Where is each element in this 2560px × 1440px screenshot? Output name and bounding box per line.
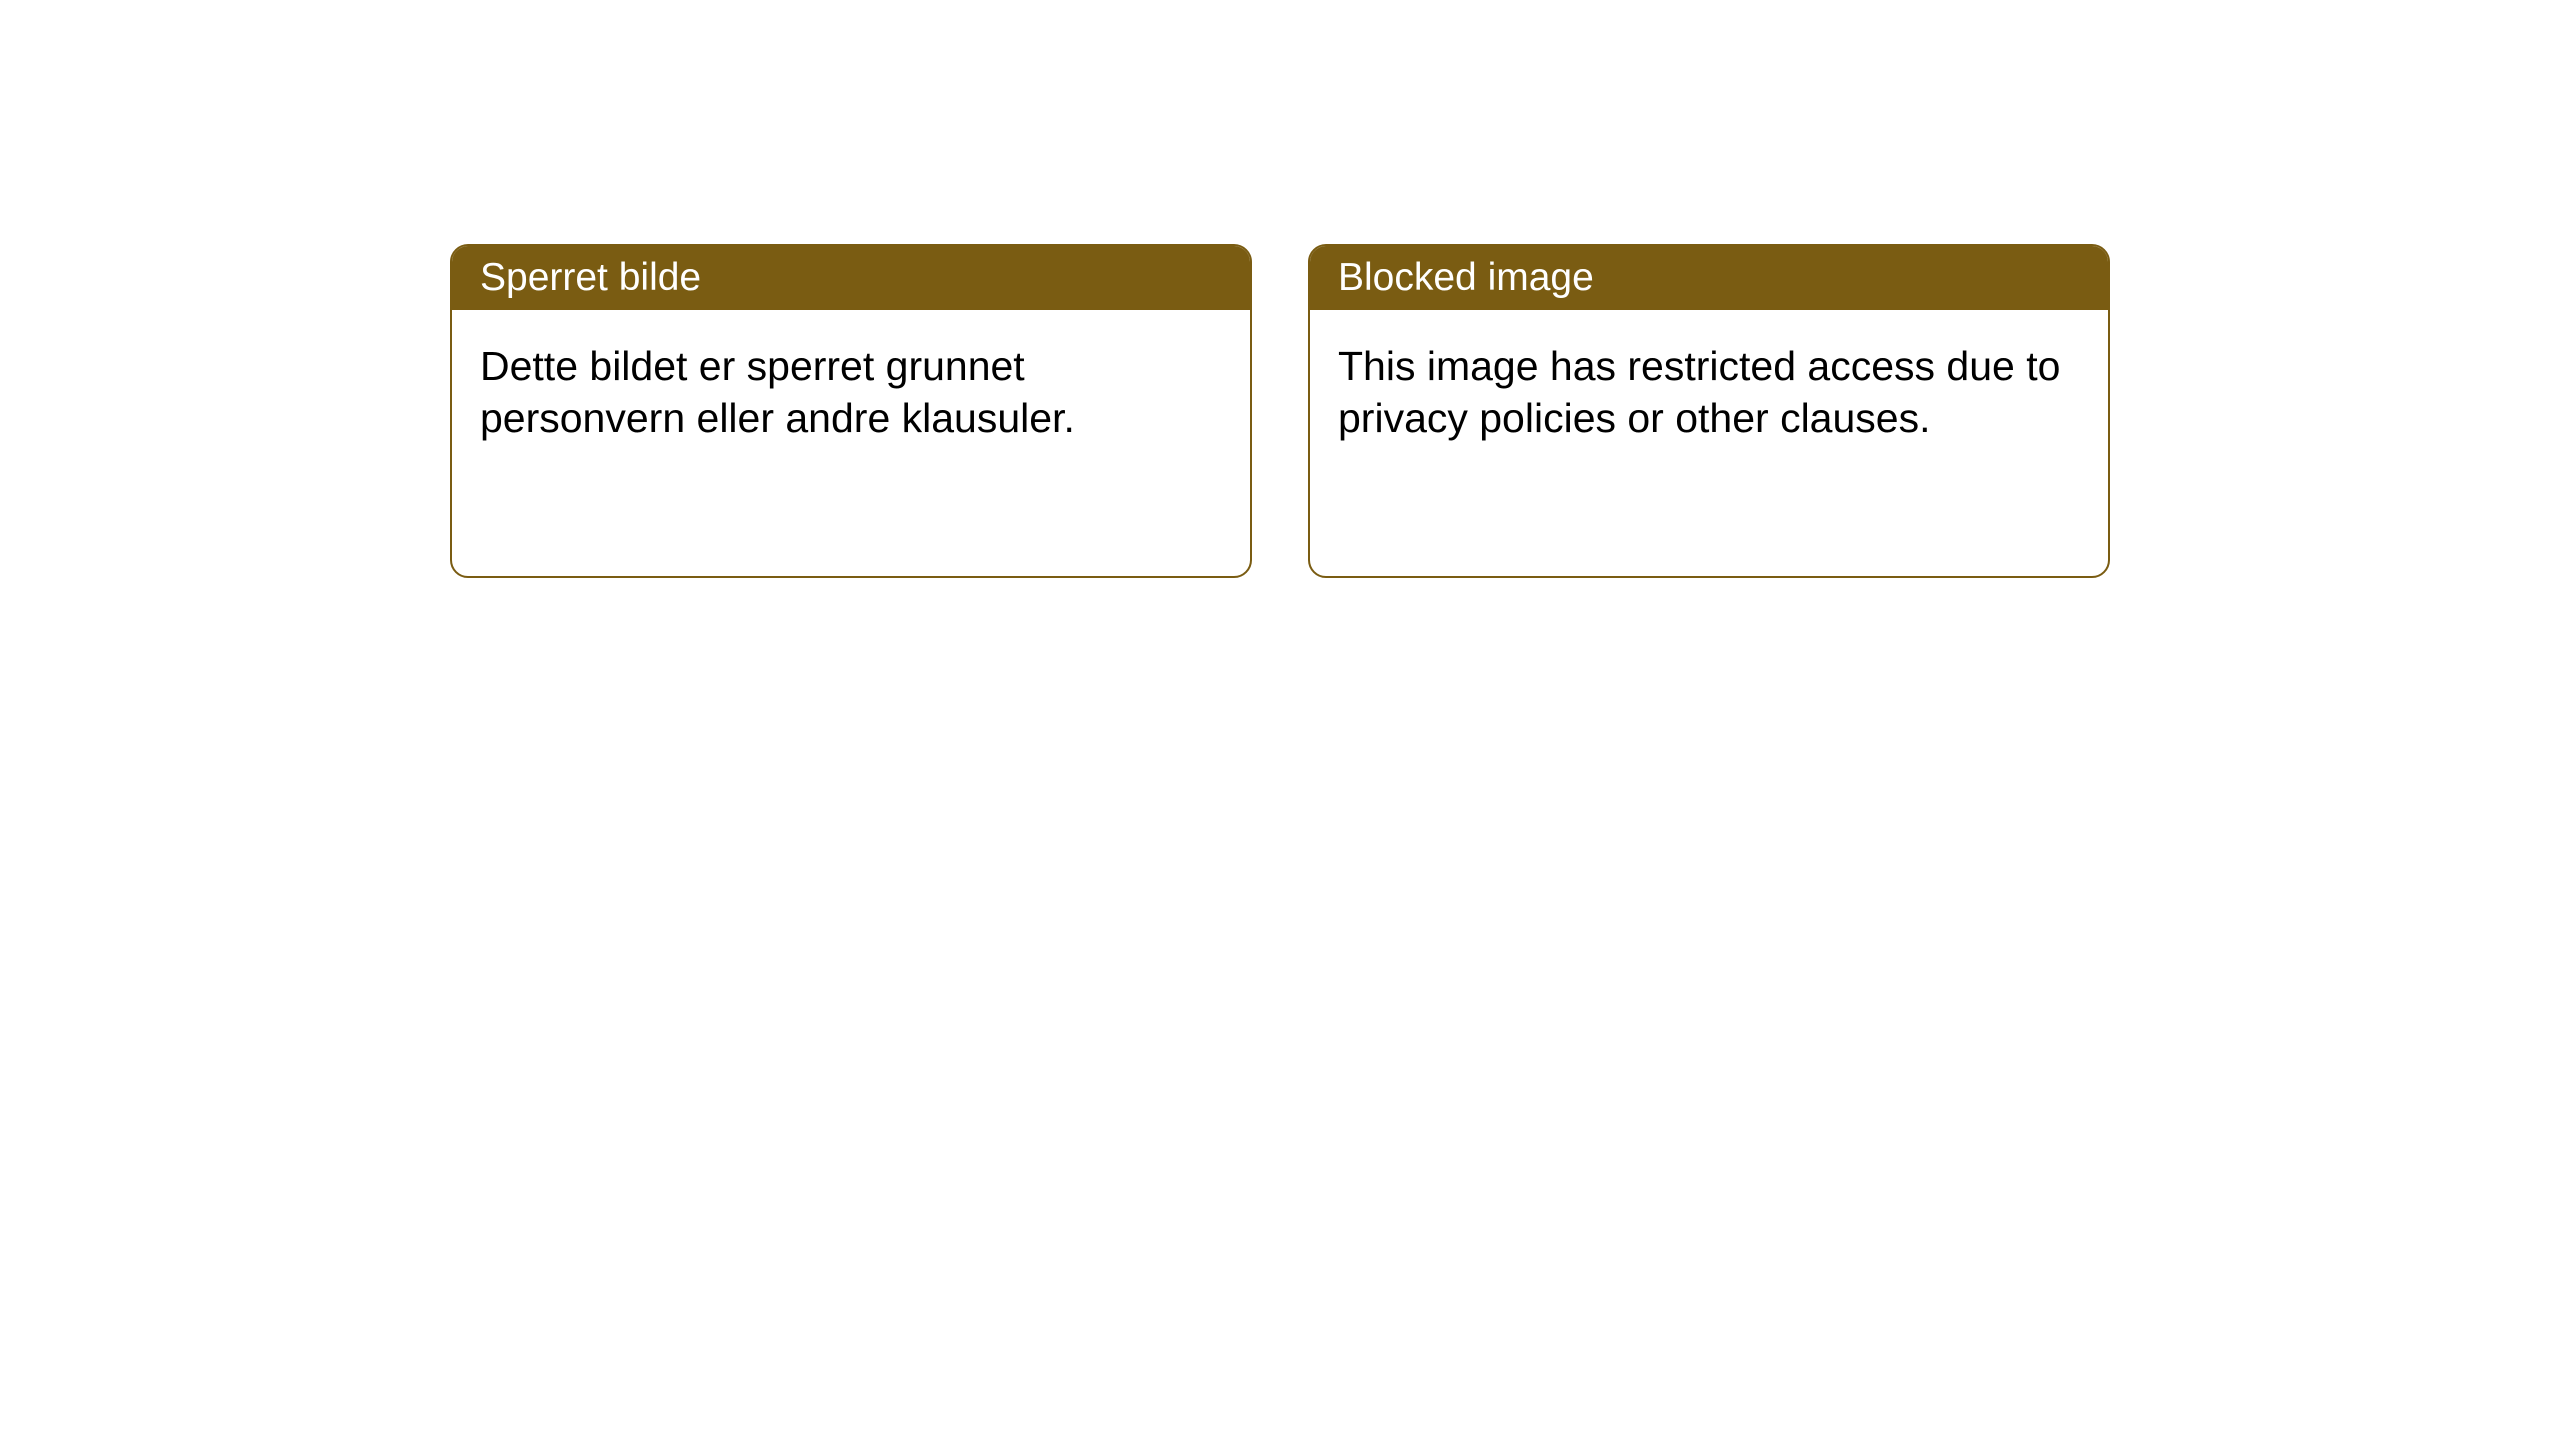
notice-header-en: Blocked image bbox=[1310, 246, 2108, 310]
notice-body-en: This image has restricted access due to … bbox=[1310, 310, 2108, 475]
notice-card-en: Blocked image This image has restricted … bbox=[1308, 244, 2110, 578]
notice-header-no: Sperret bilde bbox=[452, 246, 1250, 310]
notice-body-no: Dette bildet er sperret grunnet personve… bbox=[452, 310, 1250, 475]
notice-cards-container: Sperret bilde Dette bildet er sperret gr… bbox=[450, 244, 2110, 1440]
notice-card-no: Sperret bilde Dette bildet er sperret gr… bbox=[450, 244, 1252, 578]
